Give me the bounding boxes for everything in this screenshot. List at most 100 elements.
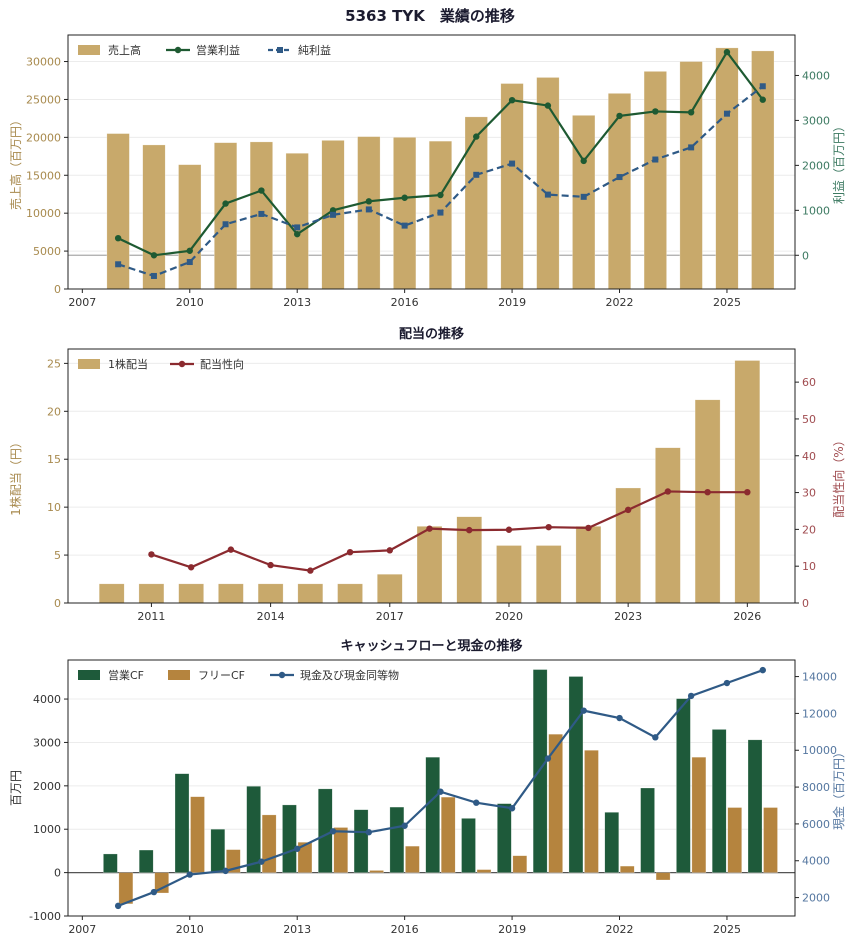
point-配当性向-2021 <box>545 523 552 531</box>
legend-label: フリーCF <box>198 669 245 682</box>
point-営業利益-2009 <box>150 252 158 259</box>
bar-1株配当-2026 <box>734 360 761 604</box>
point-現金及び現金同等物-2011 <box>222 867 229 875</box>
point-現金及び現金同等物-2021 <box>580 707 587 714</box>
y-tick-label: 20 <box>47 405 61 418</box>
point-純利益-2012 <box>258 210 265 217</box>
x-tick-label: 2017 <box>376 610 404 623</box>
y2-tick-label: 6000 <box>802 818 830 831</box>
point-現金及び現金同等物-2017 <box>437 788 444 795</box>
bar-営業CF-2023 <box>640 787 655 873</box>
point-現金及び現金同等物-2009 <box>150 888 158 896</box>
point-営業利益-2019 <box>508 96 516 104</box>
point-配当性向-2023 <box>624 506 632 514</box>
bar-フリーCF-2017 <box>440 796 456 873</box>
point-営業利益-2012 <box>258 187 265 194</box>
y2-tick-label: 10 <box>802 560 816 573</box>
point-配当性向-2018 <box>426 525 433 532</box>
point-純利益-2008 <box>115 261 122 268</box>
point-純利益-2022 <box>616 174 623 181</box>
bar-1株配当-2024 <box>655 447 681 604</box>
point-営業利益-2017 <box>437 191 444 199</box>
y2-tick-label: 20 <box>802 523 816 536</box>
point-純利益-2011 <box>222 221 229 228</box>
legend-label: 純利益 <box>298 43 331 57</box>
y2-axis-label: 現金（百万円） <box>831 746 846 830</box>
point-営業利益-2018 <box>473 133 480 140</box>
point-純利益-2015 <box>365 206 372 213</box>
y-tick-label: 5000 <box>33 245 61 258</box>
bar-1株配当-2018 <box>416 526 443 604</box>
legend-label: 売上高 <box>108 43 141 57</box>
bar-売上高-2016 <box>393 137 417 290</box>
bar-1株配当-2014 <box>257 583 284 604</box>
bar-1株配当-2022 <box>575 526 602 604</box>
point-配当性向-2025 <box>704 488 711 496</box>
point-現金及び現金同等物-2014 <box>329 828 337 835</box>
y-tick-label: 25000 <box>26 93 61 106</box>
point-営業利益-2021 <box>580 157 587 165</box>
bar-1株配当-2011 <box>138 583 165 604</box>
bar-営業CF-2008 <box>103 853 118 873</box>
x-tick-label: 2016 <box>391 923 419 936</box>
bar-フリーCF-2020 <box>548 733 563 873</box>
bar-売上高-2018 <box>464 116 488 290</box>
point-配当性向-2020 <box>505 526 513 533</box>
bar-フリーCF-2015 <box>369 870 384 873</box>
bar-フリーCF-2009 <box>154 872 169 894</box>
point-現金及び現金同等物-2012 <box>258 858 265 865</box>
bar-売上高-2020 <box>536 77 560 290</box>
bar-売上高-2011 <box>214 142 238 290</box>
y2-tick-label: 4000 <box>802 855 830 868</box>
point-配当性向-2026 <box>744 488 751 496</box>
bar-営業CF-2015 <box>353 809 369 873</box>
bar-営業CF-2009 <box>138 849 154 873</box>
y2-tick-label: 12000 <box>802 707 837 720</box>
point-現金及び現金同等物-2025 <box>723 679 731 687</box>
bar-フリーCF-2012 <box>261 814 277 873</box>
point-営業利益-2015 <box>365 198 373 205</box>
point-純利益-2009 <box>150 272 157 279</box>
point-現金及び現金同等物-2015 <box>365 829 373 836</box>
bar-フリーCF-2014 <box>333 827 349 873</box>
bar-売上高-2019 <box>500 83 524 290</box>
bar-フリーCF-2023 <box>655 872 671 881</box>
y2-tick-label: 0 <box>802 597 809 610</box>
bar-フリーCF-2024 <box>691 756 707 873</box>
point-配当性向-2011 <box>148 551 155 558</box>
point-純利益-2018 <box>473 171 480 178</box>
y-tick-label: 0 <box>54 597 61 610</box>
point-現金及び現金同等物-2022 <box>616 714 623 722</box>
bar-売上高-2024 <box>679 61 703 290</box>
bar-1株配当-2012 <box>178 583 204 604</box>
point-営業利益-2020 <box>544 102 552 109</box>
x-tick-label: 2019 <box>498 296 526 309</box>
y2-tick-label: 14000 <box>802 671 837 684</box>
point-営業利益-2008 <box>114 235 122 242</box>
legend-swatch-営業CF <box>78 670 100 680</box>
point-純利益-2017 <box>437 209 444 216</box>
point-現金及び現金同等物-2019 <box>508 805 516 812</box>
legend-swatch-フリーCF <box>168 670 190 680</box>
x-tick-label: 2010 <box>176 923 204 936</box>
point-配当性向-2022 <box>585 524 592 532</box>
y-tick-label: 0 <box>54 283 61 296</box>
y2-tick-label: 3000 <box>802 114 830 127</box>
bar-フリーCF-2010 <box>190 796 205 873</box>
bar-フリーCF-2008 <box>118 872 134 905</box>
point-純利益-2023 <box>652 156 659 163</box>
y-tick-label: 2000 <box>33 780 61 793</box>
bar-営業CF-2026 <box>747 739 763 873</box>
point-配当性向-2012 <box>187 564 195 571</box>
x-tick-label: 2014 <box>257 610 285 623</box>
bar-売上高-2023 <box>643 71 667 290</box>
y2-tick-label: 50 <box>802 413 816 426</box>
y-axis-label: 1株配当（円） <box>8 436 23 516</box>
point-営業利益-2024 <box>687 109 695 116</box>
bar-フリーCF-2018 <box>476 869 492 873</box>
point-営業利益-2023 <box>652 108 659 115</box>
point-現金及び現金同等物-2008 <box>114 902 122 910</box>
bar-フリーCF-2026 <box>763 807 778 873</box>
y2-axis-label: 利益（百万円） <box>832 120 846 204</box>
y-tick-label: 20000 <box>26 131 61 144</box>
